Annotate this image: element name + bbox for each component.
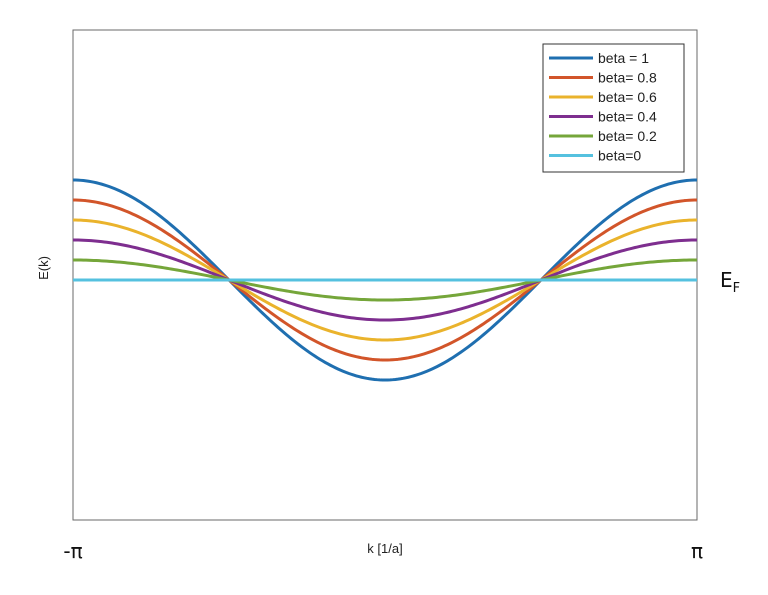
legend-label-1: beta= 0.8 xyxy=(598,70,657,86)
y-axis-label: E(k) xyxy=(36,256,51,280)
legend-label-2: beta= 0.6 xyxy=(598,89,657,105)
legend-box xyxy=(542,43,685,173)
series-line-0 xyxy=(72,178,698,382)
legend-label-0: beta = 1 xyxy=(598,50,649,66)
legend-label-3: beta= 0.4 xyxy=(598,109,657,125)
series-line-3 xyxy=(72,238,698,322)
legend-label-5: beta=0 xyxy=(598,148,641,164)
fermi-level-base: E xyxy=(720,268,733,292)
x-tick-label-max: π xyxy=(691,539,703,563)
fermi-level-subscript: F xyxy=(733,281,740,296)
series-line-4 xyxy=(72,258,698,302)
x-tick-label-min: -π xyxy=(63,539,82,563)
legend-label-4: beta= 0.2 xyxy=(598,128,657,144)
x-axis-label: k [1/a] xyxy=(367,541,402,556)
fermi-level-label: EF xyxy=(720,268,740,296)
series-line-1 xyxy=(72,198,698,362)
series-line-2 xyxy=(72,218,698,342)
series-lines xyxy=(72,178,698,382)
legend: beta = 1 beta= 0.8 beta= 0.6 beta= 0.4 beta=… xyxy=(542,43,685,173)
